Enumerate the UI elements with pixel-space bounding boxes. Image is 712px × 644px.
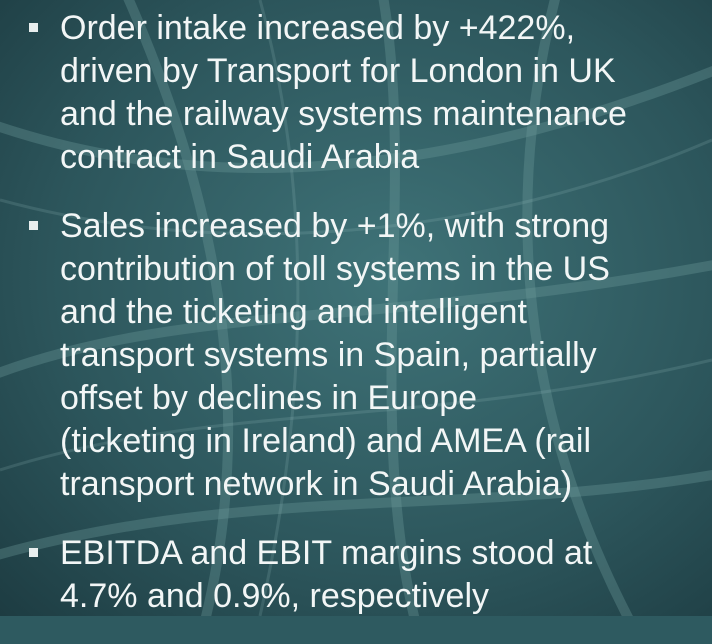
bullet-marker bbox=[29, 23, 38, 32]
bullet-text: Order intake increased by +422%, bbox=[60, 7, 712, 50]
bullet-text: and the ticketing and intelligent bbox=[60, 291, 712, 334]
bullet-text: transport systems in Spain, partially bbox=[60, 334, 712, 377]
bullet-marker bbox=[29, 548, 38, 557]
bullet-text: driven by Transport for London in UK bbox=[60, 50, 712, 93]
page: Order intake increased by +422%,driven b… bbox=[0, 0, 712, 616]
bullet-marker bbox=[29, 221, 38, 230]
bullet-text: and the railway systems maintenance bbox=[60, 93, 712, 136]
bullet-text: offset by declines in Europe bbox=[60, 377, 712, 420]
bullet-text: (ticketing in Ireland) and AMEA (rail bbox=[60, 420, 712, 463]
bullet-text: Sales increased by +1%, with strong bbox=[60, 205, 712, 248]
bullet-text: contract in Saudi Arabia bbox=[60, 136, 712, 179]
bullet-item: Order intake increased by +422%,driven b… bbox=[0, 7, 712, 179]
bullet-text: transport network in Saudi Arabia) bbox=[60, 463, 712, 506]
bullet-text: 4.7% and 0.9%, respectively bbox=[60, 575, 712, 618]
bullet-list: Order intake increased by +422%,driven b… bbox=[0, 7, 712, 644]
bullet-text: contribution of toll systems in the US bbox=[60, 248, 712, 291]
bullet-text: EBITDA and EBIT margins stood at bbox=[60, 532, 712, 575]
